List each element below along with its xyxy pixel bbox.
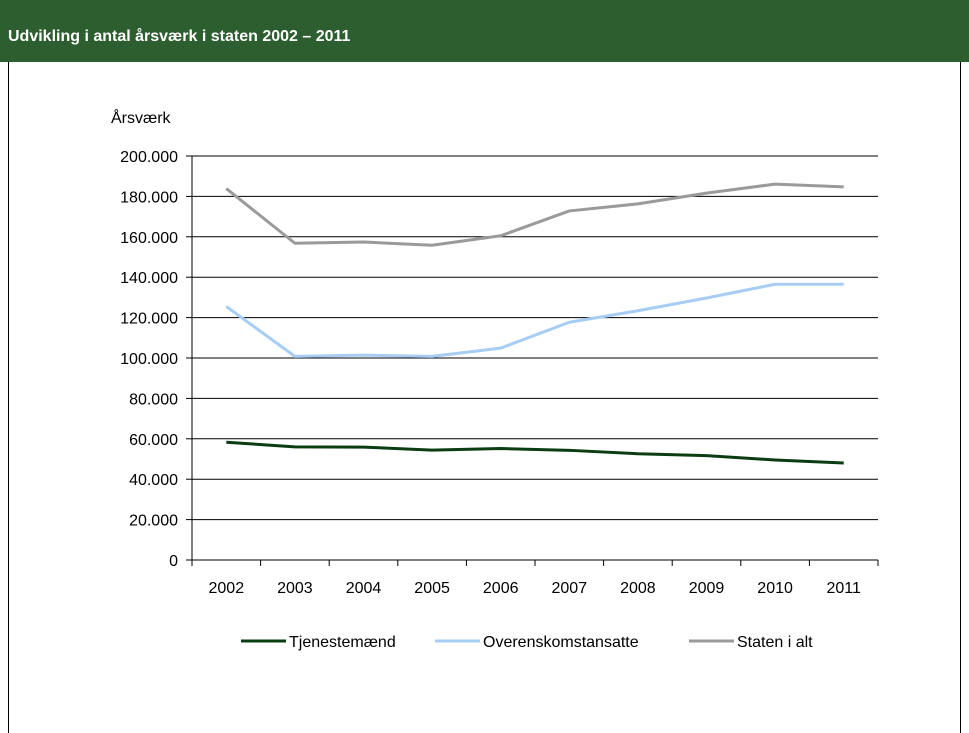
x-tick-label: 2004 (346, 580, 382, 597)
y-axis-label: Årsværk (111, 108, 172, 127)
x-tick-label: 2002 (209, 580, 245, 597)
x-tick-label: 2005 (414, 580, 450, 597)
gridlines (192, 155, 878, 521)
chart-title: Udvikling i antal årsværk i staten 2002 … (8, 28, 351, 45)
y-tick-label: 40.000 (129, 472, 178, 489)
x-tick-label: 2008 (620, 580, 656, 597)
x-tick-label: 2009 (689, 580, 725, 597)
series-line (226, 440, 844, 465)
y-tick-label: 80.000 (129, 391, 178, 408)
x-tick-label: 2007 (552, 580, 588, 597)
y-tick-label: 180.000 (120, 189, 178, 206)
series-line (225, 282, 844, 358)
y-ticks: 0 20.000 40.000 60.000 80.000 100.000 120.000 1… (120, 149, 192, 570)
x-tick-label: 2006 (483, 580, 519, 597)
chart-frame (8, 62, 961, 733)
x-tick-label: 2003 (277, 580, 313, 597)
x-tick-label: 2011 (826, 580, 861, 597)
y-tick-label: 140.000 (120, 270, 178, 287)
legend-label: Overenskomstansatte (483, 634, 639, 651)
series-line (225, 182, 844, 247)
series-lines (225, 182, 844, 465)
y-tick-label: 200.000 (120, 149, 178, 166)
y-tick-label: 20.000 (129, 513, 178, 530)
legend-label: Staten i alt (737, 634, 813, 651)
legend-label: Tjenestemænd (289, 634, 396, 651)
y-tick-label: 60.000 (129, 432, 178, 449)
header-bar (0, 0, 969, 62)
y-tick-label: 0 (169, 553, 178, 570)
y-tick-label: 100.000 (120, 351, 178, 368)
y-tick-label: 160.000 (120, 230, 178, 247)
x-ticks: 2002 2003 2004 2005 2006 2007 2008 2009 2010 2011 (191, 560, 879, 597)
y-tick-label: 120.000 (120, 311, 178, 328)
x-tick-label: 2010 (757, 580, 793, 597)
legend: Tjenestemænd Overenskomstansatte Staten i … (241, 634, 813, 651)
